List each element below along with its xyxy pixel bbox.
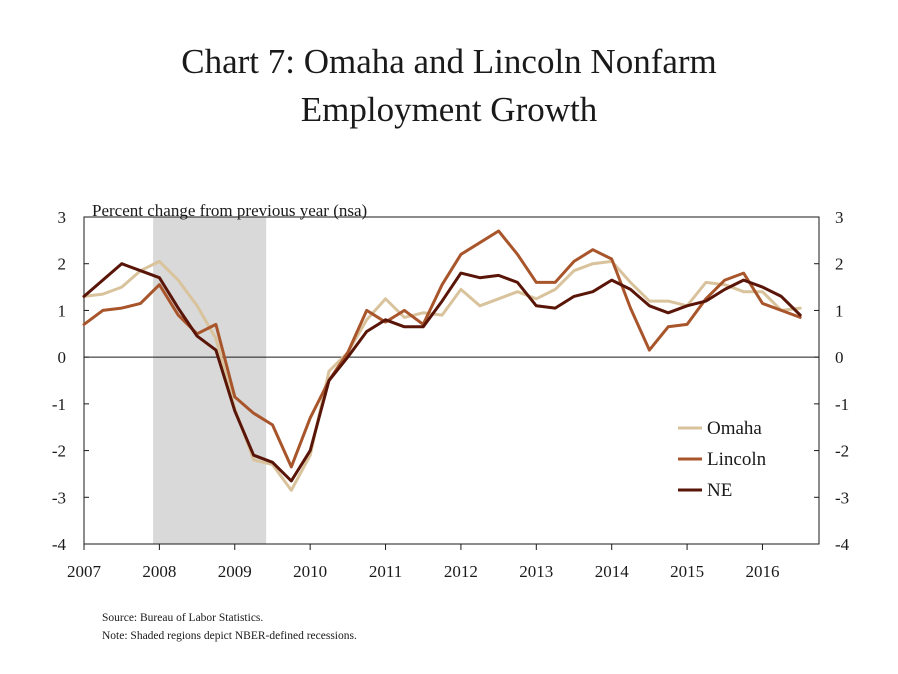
plot-frame	[83, 216, 820, 545]
y-tick-label-left: 2	[58, 255, 67, 274]
chart-notes: Source: Bureau of Labor Statistics. Note…	[102, 609, 357, 645]
y-tick-label-right: -1	[835, 395, 849, 414]
x-tick-label: 2007	[67, 562, 102, 581]
x-tick-label: 2016	[745, 562, 779, 581]
y-tick-label-left: 1	[58, 301, 67, 320]
x-tick-label: 2014	[595, 562, 630, 581]
y-axis-label: Percent change from previous year (nsa)	[92, 201, 367, 220]
recession-note: Note: Shaded regions depict NBER-defined…	[102, 630, 357, 642]
series-line-ne	[82, 262, 802, 483]
series-line-omaha	[82, 259, 802, 492]
y-tick-label-left: -4	[52, 535, 67, 554]
chart-title-line-2: Employment Growth	[300, 90, 598, 129]
chart-title: Chart 7: Omaha and Lincoln Nonfarm Emplo…	[0, 38, 898, 134]
recession-shading	[153, 217, 267, 544]
x-tick-label: 2010	[293, 562, 327, 581]
legend-label-ne: NE	[707, 480, 732, 501]
y-tick-label-right: 2	[835, 255, 844, 274]
x-tick-label: 2012	[444, 562, 478, 581]
y-tick-label-right: -3	[835, 488, 849, 507]
x-tick-label: 2013	[519, 562, 553, 581]
y-tick-label-right: 3	[835, 208, 844, 227]
legend-label-omaha: Omaha	[707, 418, 762, 439]
y-tick-label-right: 1	[835, 301, 844, 320]
x-tick-label: 2008	[142, 562, 176, 581]
y-tick-label-right: 0	[835, 348, 844, 367]
y-tick-label-left: -2	[52, 442, 66, 461]
chart-title-line-1: Chart 7: Omaha and Lincoln Nonfarm	[181, 42, 717, 81]
y-tick-label-right: -4	[835, 535, 850, 554]
series-line-lincoln	[82, 229, 802, 469]
x-tick-label: 2015	[670, 562, 704, 581]
y-tick-label-right: -2	[835, 442, 849, 461]
source-note: Source: Bureau of Labor Statistics.	[102, 612, 264, 624]
x-tick-label: 2009	[218, 562, 252, 581]
y-tick-label-left: 0	[58, 348, 67, 367]
y-tick-label-left: -1	[52, 395, 66, 414]
y-tick-label-left: -3	[52, 488, 66, 507]
y-tick-label-left: 3	[58, 208, 67, 227]
legend-label-lincoln: Lincoln	[707, 449, 767, 470]
x-tick-label: 2011	[369, 562, 402, 581]
